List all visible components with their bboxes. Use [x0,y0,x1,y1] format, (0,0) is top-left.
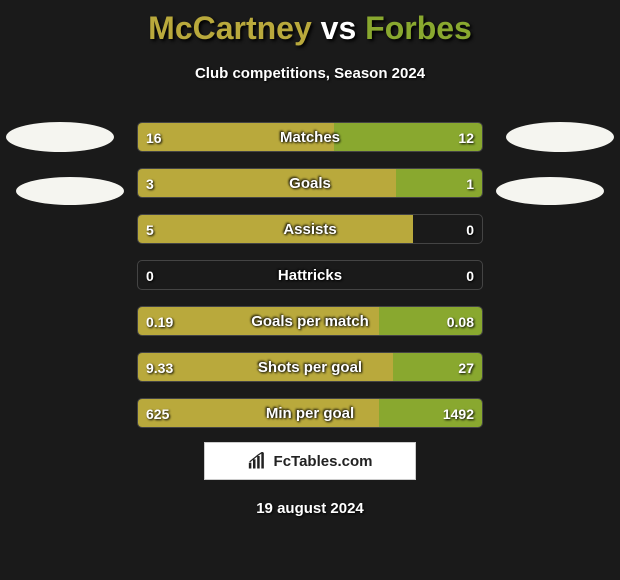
brand-badge[interactable]: FcTables.com [204,442,416,480]
stat-row: 50Assists [137,214,483,244]
player1-bar [138,123,334,151]
player1-bar [138,215,413,243]
chart-icon [248,452,268,470]
vs-text: vs [321,10,357,46]
player1-bar [138,353,393,381]
stats-bars-container: 1612Matches31Goals50Assists00Hattricks0.… [137,122,483,444]
player1-logo-placeholder [6,122,114,152]
footer-date: 19 august 2024 [0,500,620,517]
stat-label: Hattricks [138,261,482,289]
comparison-title: McCartney vs Forbes [0,0,620,47]
player2-bar [396,169,482,197]
stat-row: 9.3327Shots per goal [137,352,483,382]
brand-text: FcTables.com [274,453,373,470]
player2-bar [334,123,482,151]
player1-club-logo-placeholder [16,177,124,205]
player1-value: 0 [146,261,154,289]
player2-bar [393,353,482,381]
player1-bar [138,307,379,335]
player2-value: 0 [466,215,474,243]
player1-bar [138,399,379,427]
player2-bar [379,399,482,427]
stat-row: 31Goals [137,168,483,198]
stat-row: 0 0Hattricks [137,260,483,290]
stat-row: 1612Matches [137,122,483,152]
player2-logo-placeholder [506,122,614,152]
player2-bar [379,307,482,335]
stat-row: 0.190.08Goals per match [137,306,483,336]
player1-bar [138,169,396,197]
stat-row: 6251492Min per goal [137,398,483,428]
player1-name: McCartney [148,10,312,46]
player2-value: 0 [466,261,474,289]
player2-name: Forbes [365,10,472,46]
season-subtitle: Club competitions, Season 2024 [0,65,620,82]
player2-club-logo-placeholder [496,177,604,205]
